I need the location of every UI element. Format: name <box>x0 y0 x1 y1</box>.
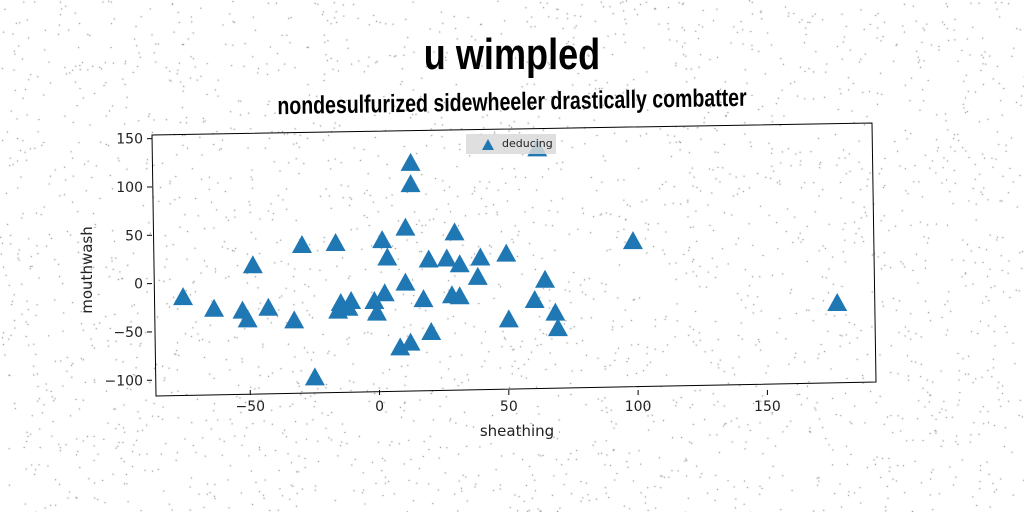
chart-title: u wimpled <box>423 30 601 79</box>
data-point-triangle <box>449 254 470 273</box>
data-point-triangle <box>395 272 416 291</box>
data-point-triangle <box>535 269 556 288</box>
y-tick-label: 50 <box>125 228 143 244</box>
data-points <box>173 138 848 386</box>
data-point-triangle <box>524 290 545 309</box>
data-point-triangle <box>421 321 442 340</box>
y-tick-label: 150 <box>116 132 143 148</box>
data-point-triangle <box>413 289 434 308</box>
y-tick-label: 100 <box>116 180 143 196</box>
axes-border <box>151 122 877 397</box>
legend-label: deducing <box>502 137 553 150</box>
y-tick-label: 0 <box>134 277 143 293</box>
data-point-triangle <box>291 234 312 253</box>
y-axis-ticks: −100 −50 0 50 100 150 <box>105 132 152 389</box>
x-axis-ticks: −50 0 50 100 150 <box>235 390 781 415</box>
x-axis-label: sheathing <box>480 422 554 440</box>
data-point-triangle <box>204 298 225 317</box>
x-tick-label: −50 <box>235 399 265 415</box>
data-point-triangle <box>622 231 643 250</box>
x-tick-label: 0 <box>375 399 384 415</box>
axes-frame <box>151 122 877 397</box>
data-point-triangle <box>173 287 194 306</box>
data-point-triangle <box>258 297 279 316</box>
data-point-triangle <box>304 367 325 386</box>
data-point-triangle <box>400 332 421 351</box>
data-point-triangle <box>444 222 465 241</box>
y-tick-label: −50 <box>113 325 143 341</box>
data-point-triangle <box>395 217 416 236</box>
data-point-triangle <box>341 291 362 310</box>
data-point-triangle <box>449 286 470 305</box>
data-point-triangle <box>496 243 517 262</box>
data-point-triangle <box>400 174 421 193</box>
data-point-triangle <box>366 302 387 321</box>
data-point-triangle <box>498 309 519 328</box>
data-point-triangle <box>364 291 385 310</box>
data-point-triangle <box>547 318 568 337</box>
y-axis-label: mouthwash <box>78 226 96 313</box>
data-point-triangle <box>374 283 395 302</box>
x-tick-label: 100 <box>625 399 652 415</box>
data-point-triangle <box>436 248 457 267</box>
data-point-triangle <box>827 292 848 311</box>
legend: deducing <box>466 134 556 154</box>
data-point-triangle <box>242 255 263 274</box>
legend-marker-triangle-icon <box>482 139 494 150</box>
data-point-triangle <box>545 302 566 321</box>
data-point-triangle <box>325 233 346 252</box>
data-point-triangle <box>284 310 305 329</box>
data-point-triangle <box>237 309 258 328</box>
data-point-triangle <box>467 266 488 285</box>
data-point-triangle <box>418 249 439 268</box>
data-point-triangle <box>390 337 411 356</box>
y-tick-label: −100 <box>105 373 143 389</box>
x-tick-label: 150 <box>754 399 781 415</box>
data-point-triangle <box>377 247 398 266</box>
data-point-triangle <box>372 230 393 249</box>
data-point-triangle <box>470 247 491 266</box>
data-point-triangle <box>400 152 421 171</box>
x-tick-label: 50 <box>500 399 518 415</box>
